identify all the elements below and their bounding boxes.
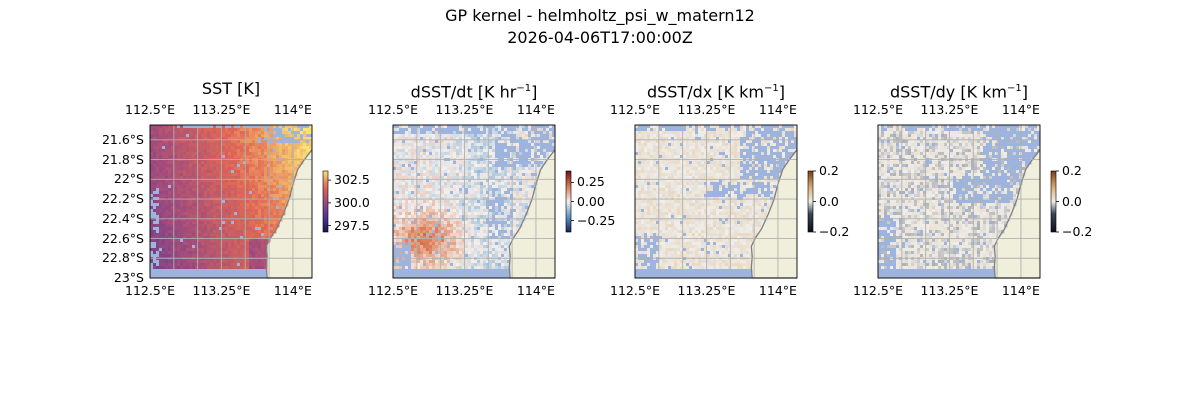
x-tick-label-bottom: 114°E <box>758 283 797 298</box>
x-tick-label-top: 113.25°E <box>920 102 979 117</box>
panel-title-dsstdx: dSST/dx [K km−1] <box>646 82 785 102</box>
coastline <box>508 149 556 279</box>
colorbar-tick-label: 300.0 <box>334 194 370 210</box>
colorbar-tick-label: 302.5 <box>334 172 370 188</box>
colorbar-tick-label: 0.0 <box>1062 193 1082 209</box>
x-tick-label-top: 113.25°E <box>192 102 251 117</box>
colorbar-tick-label: 297.5 <box>334 217 370 233</box>
x-tick-label-top: 112.5°E <box>125 102 175 117</box>
x-tick-label-bottom: 114°E <box>273 283 312 298</box>
x-tick-label-top: 112.5°E <box>853 102 903 117</box>
panel-title-dsstdy: dSST/dy [K km−1] <box>889 82 1028 102</box>
x-tick-label-top: 114°E <box>273 102 312 117</box>
y-tick-label: 22.8°S <box>101 250 144 266</box>
panel-title-dsstdt: dSST/dt [K hr−1] <box>410 82 538 102</box>
axes-frame <box>634 124 798 279</box>
x-tick-label-bottom: 112.5°E <box>368 283 418 298</box>
colorbar-tick-label: −0.2 <box>1062 224 1093 239</box>
y-tick-label: 23°S <box>113 270 144 285</box>
axes-frame <box>392 124 556 279</box>
x-tick-label-top: 112.5°E <box>368 102 418 117</box>
gridlines <box>149 125 312 279</box>
figure-subtitle: 2026-04-06T17:00:00Z <box>507 28 693 47</box>
colorbar-tick-label: 0.2 <box>819 163 839 178</box>
x-tick-label-bottom: 112.5°E <box>853 283 903 298</box>
panel-title-sst: SST [K] <box>201 79 261 98</box>
coastline <box>750 149 798 279</box>
colorbar-tick-label: 0.0 <box>819 193 839 209</box>
y-tick-label: 21.6°S <box>101 131 144 147</box>
heatmap-cells <box>150 125 313 279</box>
y-tick-label: 21.8°S <box>101 151 144 167</box>
y-tick-label: 22°S <box>113 171 144 187</box>
colorbar <box>322 170 331 233</box>
colorbar-tick-label: −0.25 <box>577 212 616 228</box>
y-tick-label: 22.2°S <box>101 191 144 207</box>
x-tick-label-bottom: 114°E <box>1001 283 1040 298</box>
x-tick-label-top: 114°E <box>516 102 555 117</box>
x-tick-label-top: 114°E <box>758 102 797 117</box>
colorbar <box>1050 170 1059 233</box>
colorbar-tick-label: −0.2 <box>819 224 850 239</box>
y-tick-label: 22.4°S <box>101 210 144 226</box>
x-tick-label-bottom: 113.25°E <box>677 283 736 298</box>
heatmap-cells <box>878 125 1041 279</box>
x-tick-label-bottom: 113.25°E <box>192 283 251 298</box>
colorbar <box>565 170 574 233</box>
x-tick-label-top: 113.25°E <box>677 102 736 117</box>
panel-3 <box>634 124 816 279</box>
coastline <box>993 149 1041 279</box>
x-tick-label-bottom: 112.5°E <box>610 283 660 298</box>
x-tick-label-top: 113.25°E <box>435 102 494 117</box>
colorbar <box>807 170 816 233</box>
x-tick-label-bottom: 113.25°E <box>920 283 979 298</box>
axes-frame <box>877 124 1041 279</box>
panel-2 <box>392 124 574 279</box>
x-tick-label-bottom: 112.5°E <box>125 283 175 298</box>
panel-4 <box>877 124 1059 279</box>
gridlines <box>634 125 797 279</box>
colorbar-tick-label: 0.2 <box>1062 163 1082 178</box>
colorbar-tick-label: 0.25 <box>577 174 605 190</box>
x-tick-label-top: 112.5°E <box>610 102 660 117</box>
heatmap-cells <box>635 125 798 279</box>
figure-title: GP kernel - helmholtz_psi_w_matern12 <box>445 6 755 25</box>
colorbar-tick-label: 0.00 <box>577 193 605 209</box>
x-tick-label-top: 114°E <box>1001 102 1040 117</box>
x-tick-label-bottom: 113.25°E <box>435 283 494 298</box>
coastline <box>265 149 313 279</box>
panel-1 <box>149 124 331 279</box>
x-tick-label-bottom: 114°E <box>516 283 555 298</box>
axes-frame <box>149 124 313 279</box>
y-tick-label: 22.6°S <box>101 230 144 246</box>
